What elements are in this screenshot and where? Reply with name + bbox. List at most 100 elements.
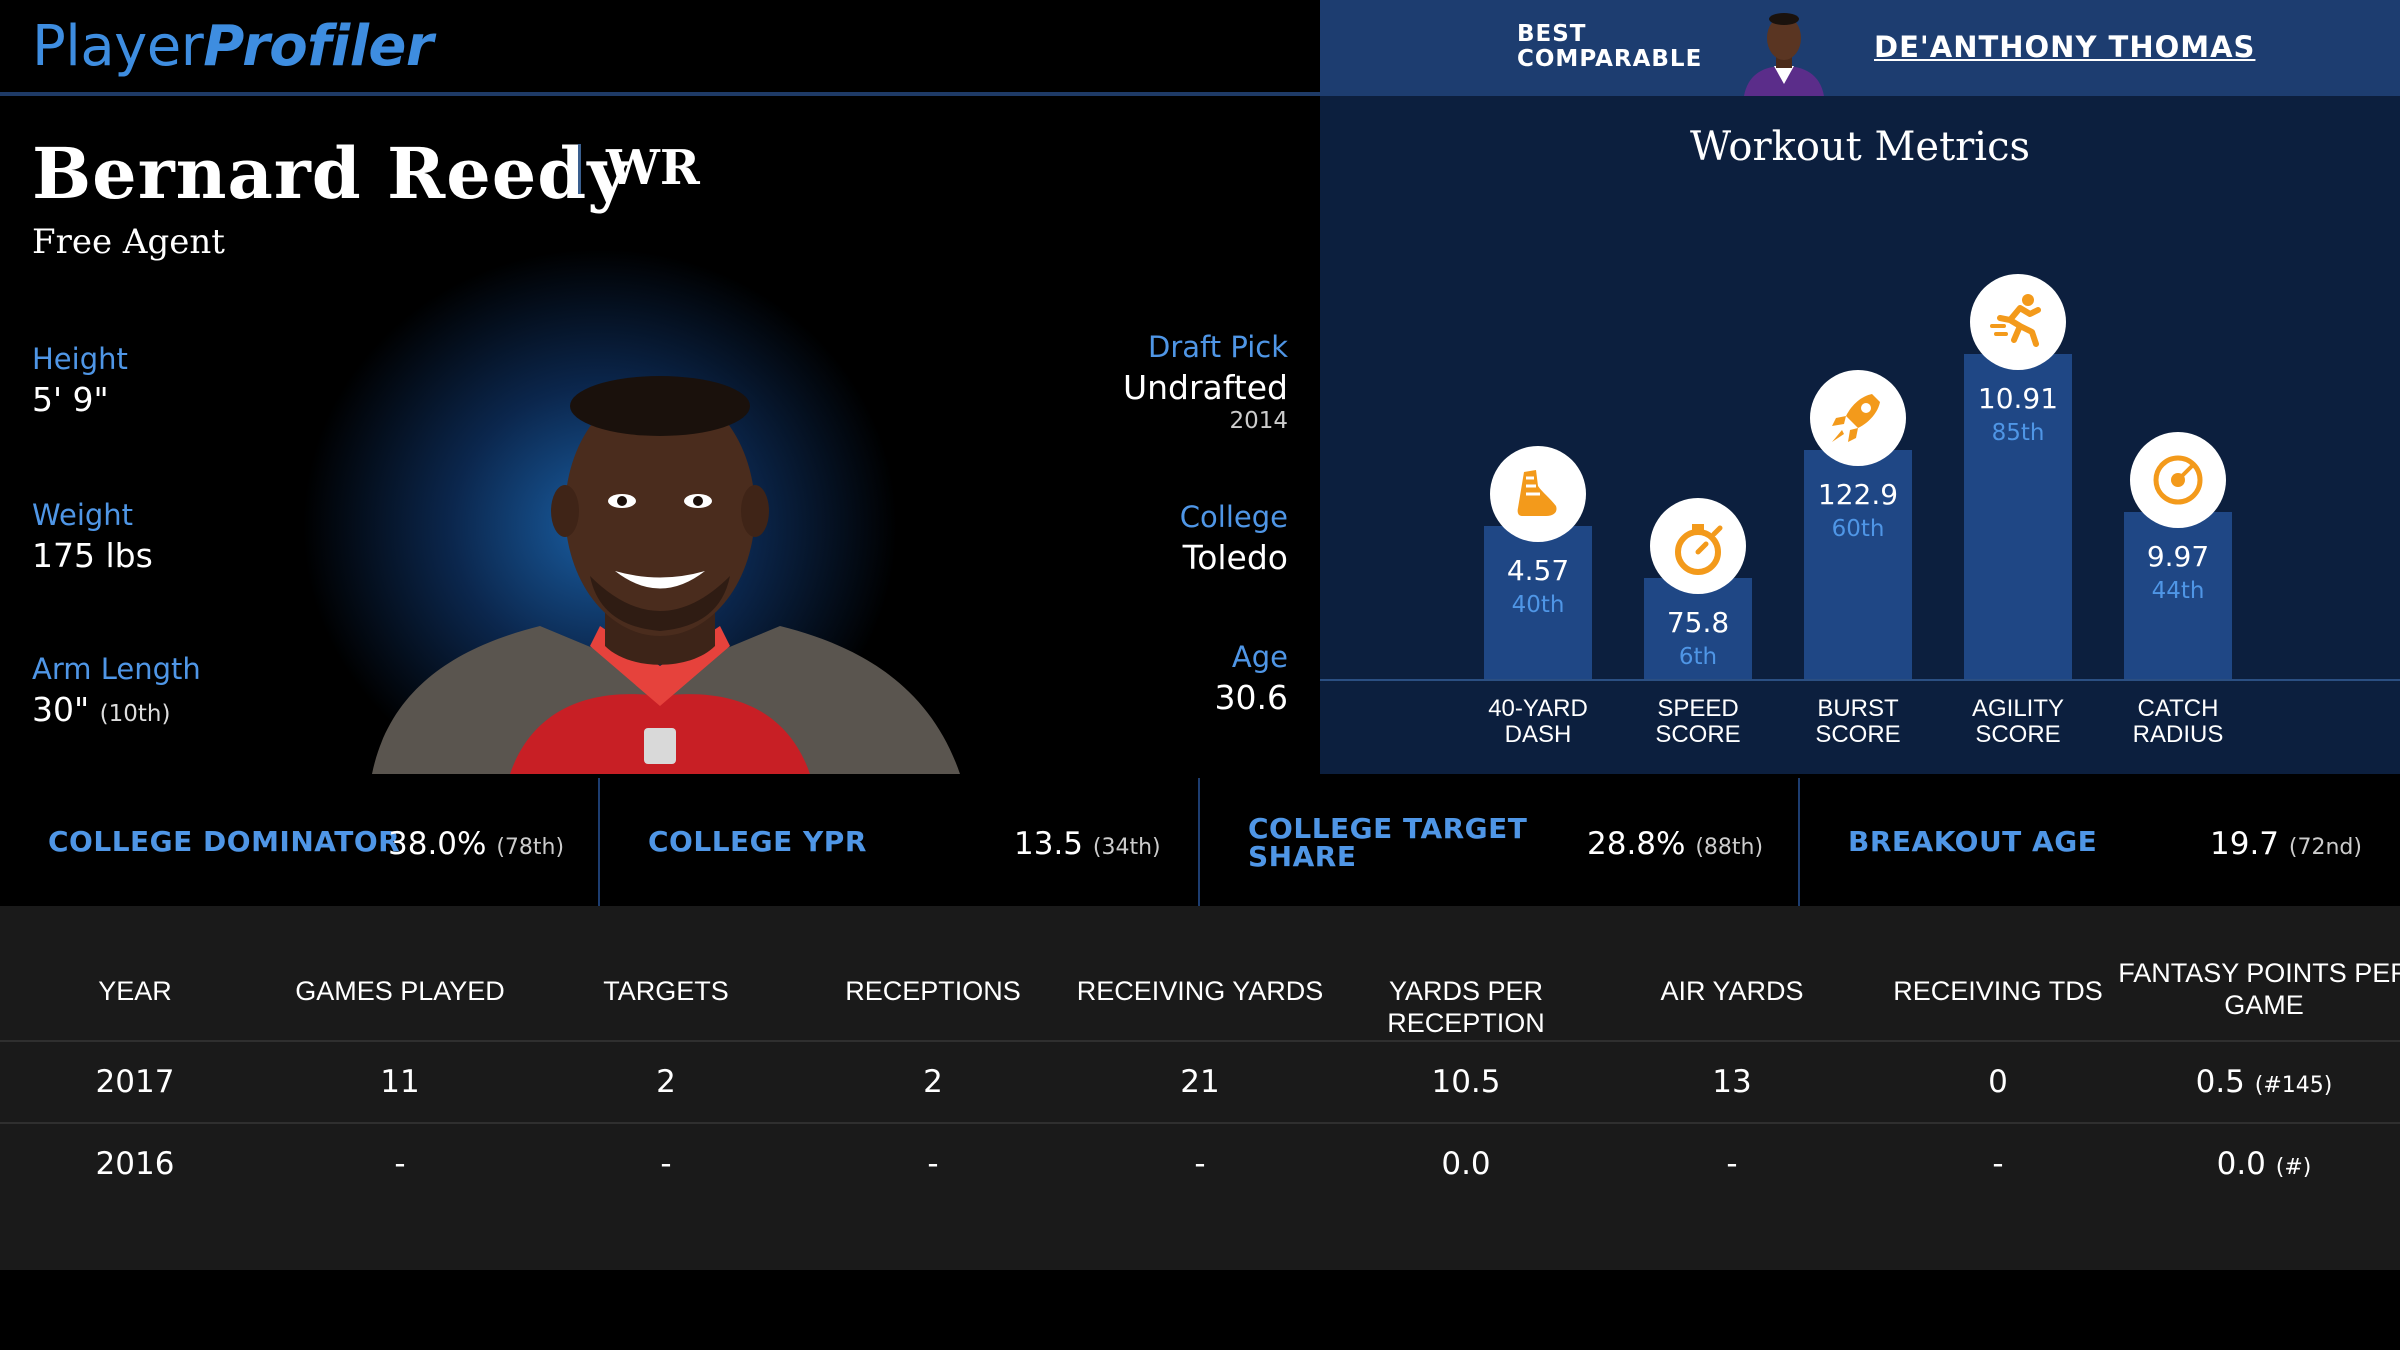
stopwatch-icon [1650, 498, 1746, 594]
metric-label-catch-radius: CATCH RADIUS [2098, 696, 2258, 748]
season-stats-table [0, 906, 2400, 1270]
best-comparable-bar [1320, 0, 2400, 96]
cell-fantasy-points: 0.5 (#145) [2114, 1064, 2400, 1100]
column-header-games-played[interactable]: GAMES PLAYED [295, 976, 505, 1006]
column-header-yards-per-reception[interactable]: YARDS PER RECEPTION [1387, 976, 1545, 1038]
column-header-targets[interactable]: TARGETS [603, 976, 729, 1006]
metric-label-line: SCORE [1975, 721, 2061, 748]
college-ypr-label: COLLEGE YPR [648, 825, 867, 858]
metrics-baseline [1320, 679, 2400, 681]
draft-pick-value: Undrafted [1122, 368, 1288, 407]
cell-year: 2017 [95, 1064, 175, 1100]
runner-icon [1970, 274, 2066, 370]
metric-bar-speed-score[interactable] [1644, 578, 1752, 679]
cell-year: 2016 [95, 1146, 175, 1182]
stat-rank: (72nd) [2288, 835, 2362, 860]
cell-games: 11 [380, 1064, 420, 1100]
metric-label-line: DASH [1504, 721, 1572, 748]
name-position-divider [578, 144, 581, 194]
stat-number: 28.8% [1587, 826, 1686, 862]
player-team: Free Agent [32, 222, 225, 262]
comparable-player-link[interactable]: DE'ANTHONY THOMAS [1874, 30, 2256, 64]
column-header-receiving-tds[interactable]: RECEIVING TDS [1893, 976, 2103, 1006]
breakout-age-value: 19.7 (72nd) [2210, 826, 2362, 862]
cell-targets: - [660, 1146, 672, 1182]
column-header-receiving-yards[interactable]: RECEIVING YARDS [1076, 976, 1324, 1006]
college-ypr-value: 13.5 (34th) [1014, 826, 1161, 862]
column-header-air-yards[interactable]: AIR YARDS [1660, 976, 1804, 1006]
column-header-line: GAME [2224, 990, 2304, 1020]
stat-number: 19.7 [2210, 826, 2280, 862]
table-divider [0, 1040, 2400, 1042]
weight-value: 175 lbs [32, 536, 153, 575]
stat-rank: (88th) [1695, 835, 1764, 860]
target-icon [2130, 432, 2226, 528]
cell-receptions: 2 [923, 1064, 943, 1100]
logo-part-profiler: Profiler [203, 14, 434, 79]
stat-divider [1198, 778, 1200, 906]
fantasy-points-value: 0.0 [2216, 1146, 2266, 1182]
stat-number: 13.5 [1014, 826, 1084, 862]
metric-label-line: RADIUS [2132, 721, 2224, 748]
metric-label-line: AGILITY [1971, 695, 2065, 722]
metric-percentile-catch-radius: 44th [2151, 578, 2205, 604]
metric-value-catch-radius: 9.97 [2146, 540, 2210, 573]
metric-percentile-40-yard-dash: 40th [1511, 592, 1565, 618]
metric-percentile-burst-score: 60th [1831, 516, 1885, 542]
metric-bar-agility-score[interactable] [1964, 354, 2072, 679]
cell-fantasy-points: 0.0 (#) [2114, 1146, 2400, 1182]
best-comparable-label: BEST COMPARABLE [1517, 22, 1702, 72]
college-dominator-value: 38.0% (78th) [388, 826, 564, 862]
draft-year: 2014 [1229, 408, 1288, 434]
college-target-share-value: 28.8% (88th) [1587, 826, 1763, 862]
college-stats-strip [0, 778, 2400, 906]
column-header-year[interactable]: YEAR [98, 976, 172, 1006]
fantasy-points-rank: (#145) [2254, 1073, 2333, 1098]
cell-air-yards: 13 [1712, 1064, 1752, 1100]
age-value: 30.6 [1214, 678, 1288, 717]
arm-length-value: 30" (10th) [32, 690, 170, 729]
cell-air-yards: - [1726, 1146, 1738, 1182]
college-target-share-label: COLLEGE TARGET SHARE [1248, 815, 1527, 871]
arm-length-number: 30" [32, 690, 90, 729]
cell-yards-per-reception: 0.0 [1441, 1146, 1491, 1182]
stat-divider [598, 778, 600, 906]
metric-bar-40-yard-dash[interactable] [1484, 526, 1592, 679]
metric-label-burst-score: BURST SCORE [1778, 696, 1938, 748]
arm-length-percentile: (10th) [99, 701, 171, 727]
metric-bar-catch-radius[interactable] [2124, 512, 2232, 679]
metric-value-speed-score: 75.8 [1666, 606, 1730, 639]
column-header-line: FANTASY POINTS PER [2118, 958, 2400, 988]
best-comparable-label-line2: COMPARABLE [1517, 46, 1703, 72]
metric-label-speed-score: SPEED SCORE [1618, 696, 1778, 748]
cell-games: - [394, 1146, 406, 1182]
top-bar [0, 0, 1320, 96]
best-comparable-label-line1: BEST [1517, 21, 1587, 47]
cell-receiving-tds: - [1992, 1146, 2004, 1182]
column-header-fantasy-points[interactable]: FANTASY POINTS PER GAME [2114, 957, 2400, 1021]
cell-targets: 2 [656, 1064, 676, 1100]
player-name: Bernard Reedy [32, 132, 629, 215]
fantasy-points-value: 0.5 [2195, 1064, 2245, 1100]
cell-receiving-yards: 21 [1180, 1064, 1220, 1100]
site-logo[interactable]: PlayerProfiler [32, 14, 434, 79]
metric-label-line: CATCH [2137, 695, 2219, 722]
cell-receiving-yards: - [1194, 1146, 1206, 1182]
metric-label-40-yard-dash: 40-YARD DASH [1458, 696, 1618, 748]
height-value: 5' 9" [32, 380, 109, 419]
metric-percentile-agility-score: 85th [1991, 420, 2045, 446]
workout-metrics-title: Workout Metrics [1689, 124, 2031, 170]
metric-label-line: SCORE [1655, 721, 1741, 748]
rocket-icon [1810, 370, 1906, 466]
metric-label-line: 40-YARD [1488, 695, 1588, 722]
stat-label-line: SHARE [1248, 840, 1357, 873]
player-panel: Bernard Reedy WR Free Agent Height 5' 9"… [0, 96, 1320, 774]
player-headshot [372, 376, 960, 774]
height-label: Height [32, 342, 128, 376]
stat-label-line: COLLEGE TARGET [1248, 812, 1528, 845]
column-header-receptions[interactable]: RECEPTIONS [845, 976, 1021, 1006]
metric-bar-burst-score[interactable] [1804, 450, 1912, 679]
metric-label-agility-score: AGILITY SCORE [1938, 696, 2098, 748]
cell-receptions: - [927, 1146, 939, 1182]
stat-rank: (34th) [1092, 835, 1161, 860]
